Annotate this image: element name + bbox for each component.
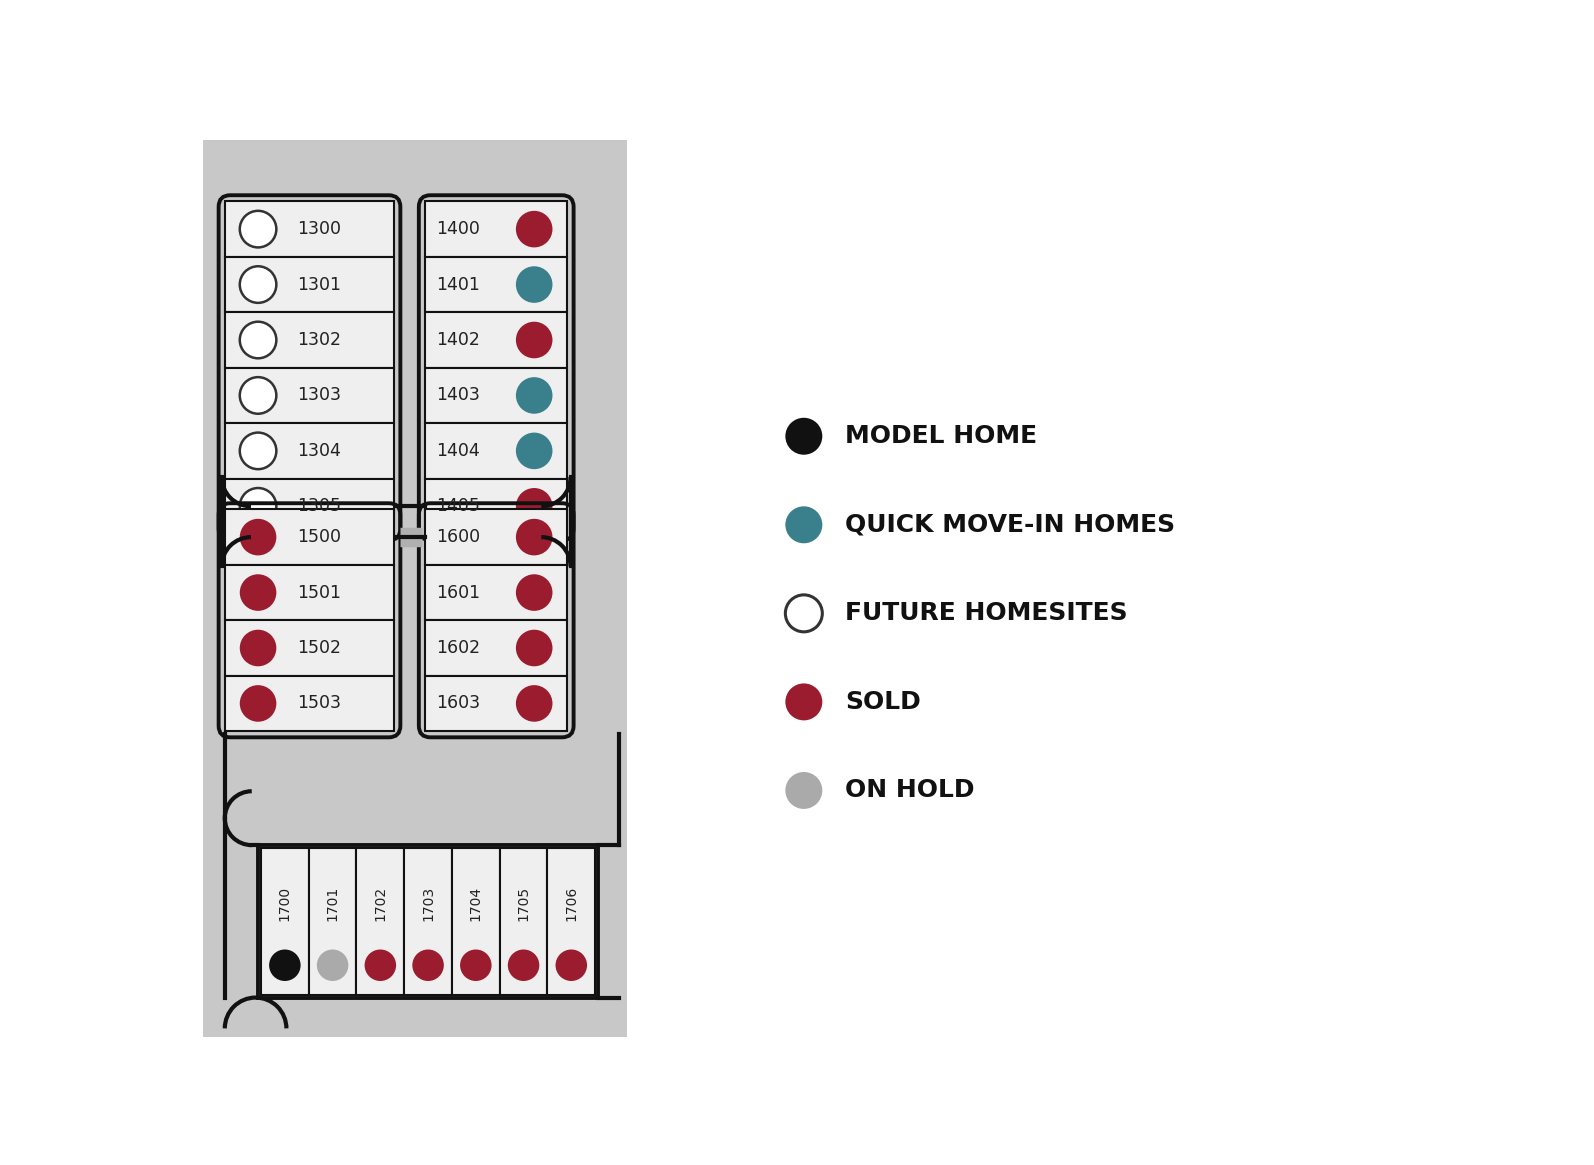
Text: 1705: 1705 <box>516 887 531 922</box>
Circle shape <box>786 684 823 720</box>
Circle shape <box>786 418 823 454</box>
Bar <box>309 848 357 995</box>
Text: 1702: 1702 <box>373 887 387 922</box>
Text: 1401: 1401 <box>437 276 480 294</box>
Text: 1500: 1500 <box>296 528 341 546</box>
Bar <box>225 565 394 620</box>
Bar <box>426 676 567 732</box>
Text: 1300: 1300 <box>296 220 341 238</box>
Bar <box>499 848 547 995</box>
Circle shape <box>269 949 301 981</box>
Text: 1601: 1601 <box>437 584 480 601</box>
Circle shape <box>516 518 553 556</box>
Text: 1602: 1602 <box>437 638 480 657</box>
Bar <box>426 256 567 312</box>
Text: FUTURE HOMESITES: FUTURE HOMESITES <box>845 601 1129 626</box>
Bar <box>405 848 453 995</box>
Text: 1503: 1503 <box>296 694 341 713</box>
Circle shape <box>239 630 276 666</box>
Circle shape <box>239 377 276 414</box>
Circle shape <box>239 211 276 247</box>
Bar <box>426 423 567 479</box>
Text: 1405: 1405 <box>437 497 480 515</box>
Circle shape <box>239 574 276 610</box>
Bar <box>357 848 405 995</box>
Text: 1703: 1703 <box>421 887 435 922</box>
Text: SOLD: SOLD <box>845 690 921 714</box>
Circle shape <box>413 949 443 981</box>
Text: 1304: 1304 <box>296 442 341 460</box>
Bar <box>258 845 598 997</box>
Text: 1404: 1404 <box>437 442 480 460</box>
Circle shape <box>516 211 553 247</box>
Circle shape <box>556 949 587 981</box>
Circle shape <box>461 949 491 981</box>
Bar <box>426 509 567 565</box>
Text: 1501: 1501 <box>296 584 341 601</box>
Text: 1600: 1600 <box>437 528 480 546</box>
Bar <box>261 848 309 995</box>
Circle shape <box>239 488 276 524</box>
Circle shape <box>516 574 553 610</box>
Circle shape <box>786 595 823 631</box>
Circle shape <box>239 518 276 556</box>
Bar <box>225 620 394 676</box>
Bar <box>426 368 567 423</box>
Text: 1403: 1403 <box>437 387 480 404</box>
Bar <box>426 565 567 620</box>
Circle shape <box>786 772 823 809</box>
Bar <box>225 423 394 479</box>
Circle shape <box>516 267 553 303</box>
Text: MODEL HOME: MODEL HOME <box>845 424 1038 449</box>
Bar <box>225 479 394 534</box>
Bar <box>426 479 567 534</box>
Bar <box>426 620 567 676</box>
Circle shape <box>516 322 553 359</box>
Text: ON HOLD: ON HOLD <box>845 778 976 803</box>
Text: 1303: 1303 <box>296 387 341 404</box>
Bar <box>204 140 626 1037</box>
Text: 1704: 1704 <box>469 887 483 922</box>
Circle shape <box>317 949 349 981</box>
Text: 1502: 1502 <box>296 638 341 657</box>
Text: 1603: 1603 <box>437 694 480 713</box>
Bar <box>426 312 567 368</box>
Bar <box>426 202 567 256</box>
Text: 1700: 1700 <box>277 887 292 922</box>
Circle shape <box>786 507 823 543</box>
Circle shape <box>365 949 395 981</box>
Text: 1400: 1400 <box>437 220 480 238</box>
Text: 1305: 1305 <box>296 497 341 515</box>
Bar <box>225 256 394 312</box>
Bar <box>225 368 394 423</box>
Text: 1302: 1302 <box>296 331 341 350</box>
Text: 1706: 1706 <box>564 887 579 922</box>
Bar <box>225 509 394 565</box>
Bar <box>547 848 595 995</box>
Bar <box>225 312 394 368</box>
Text: 1701: 1701 <box>325 887 340 922</box>
Bar <box>225 202 394 256</box>
Bar <box>225 676 394 732</box>
Text: 1402: 1402 <box>437 331 480 350</box>
Circle shape <box>516 432 553 469</box>
Text: 1301: 1301 <box>296 276 341 294</box>
Circle shape <box>516 685 553 722</box>
Bar <box>453 848 499 995</box>
Circle shape <box>239 685 276 722</box>
Circle shape <box>516 377 553 414</box>
Circle shape <box>239 322 276 359</box>
Circle shape <box>508 949 539 981</box>
Circle shape <box>516 630 553 666</box>
Text: QUICK MOVE-IN HOMES: QUICK MOVE-IN HOMES <box>845 513 1175 537</box>
Circle shape <box>516 488 553 524</box>
Circle shape <box>239 267 276 303</box>
Circle shape <box>239 432 276 469</box>
